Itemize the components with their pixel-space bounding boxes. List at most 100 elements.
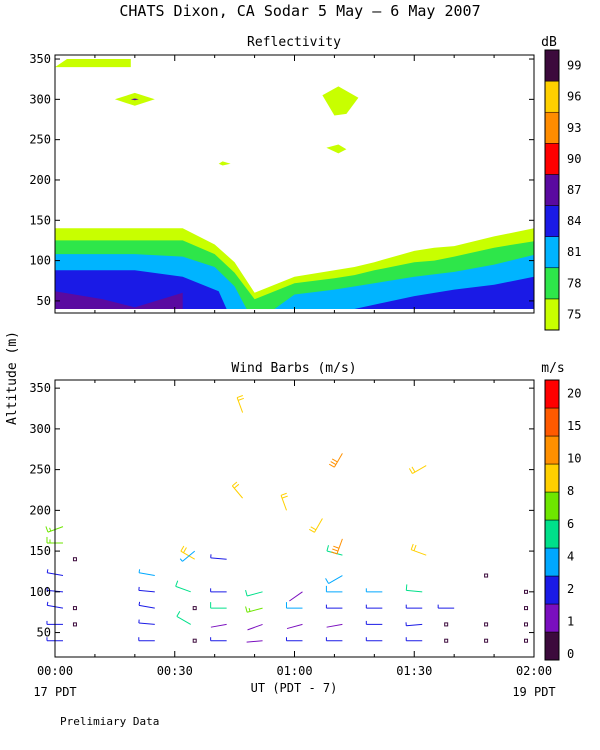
- wind-y-tick-label: 350: [29, 381, 51, 395]
- wind-barb-shaft: [231, 485, 243, 499]
- reflectivity-colorbar-label: 84: [567, 214, 581, 228]
- wind-barb-shaft: [411, 549, 427, 556]
- wind-barb-shaft: [176, 615, 191, 625]
- wind-barb-shaft: [406, 589, 423, 593]
- y-axis-label: Altitude (m): [5, 331, 20, 425]
- wind-colorbar-label: 20: [567, 387, 581, 401]
- footnote: Prelimiary Data: [60, 715, 159, 728]
- wind-barb-feather: [183, 547, 187, 553]
- wind-barb-feather: [405, 584, 408, 591]
- wind-calm-marker: [72, 622, 77, 627]
- wind-calm-marker: [524, 589, 529, 594]
- wind-y-tick-label: 300: [29, 422, 51, 436]
- reflectivity-contour-fill: [326, 144, 347, 154]
- wind-calm-marker: [444, 638, 449, 643]
- wind-barb-shaft: [314, 518, 323, 533]
- wind-y-tick-label: 50: [37, 626, 51, 640]
- reflectivity-colorbar-label: 90: [567, 152, 581, 166]
- wind-barb-feather: [232, 481, 238, 487]
- wind-y-tick-label: 150: [29, 544, 51, 558]
- wind-colorbar-cell: [544, 603, 560, 633]
- reflectivity-colorbar-label: 75: [567, 307, 581, 321]
- wind-barb-feather: [310, 526, 317, 531]
- wind-colorbar-cell: [544, 575, 560, 605]
- wind-y-tick-label: 250: [29, 463, 51, 477]
- x-tick-label: 00:00: [37, 664, 73, 678]
- wind-colorbar-cell: [544, 379, 560, 409]
- wind-barb-shaft: [246, 640, 263, 643]
- wind-barb-shaft: [138, 622, 155, 625]
- wind-colorbar-cell: [544, 491, 560, 521]
- wind-barb-shaft: [328, 575, 343, 584]
- wind-barb-shaft: [286, 623, 303, 630]
- wind-calm-marker: [484, 622, 489, 627]
- reflectivity-title: Reflectivity: [247, 35, 341, 50]
- wind-colorbar-label: 4: [567, 549, 574, 563]
- wind-barb-feather: [176, 610, 181, 617]
- wind-y-tick-label: 200: [29, 503, 51, 517]
- wind-barb-feather: [410, 543, 414, 550]
- wind-colorbar-label: 6: [567, 517, 574, 531]
- wind-y-tick-label: 100: [29, 585, 51, 599]
- reflectivity-colorbar-cell: [544, 267, 560, 300]
- reflectivity-colorbar-label: 99: [567, 59, 581, 73]
- reflectivity-colorbar-frame: [544, 49, 560, 331]
- wind-barb-feather: [280, 492, 287, 496]
- wind-barb-half-feather: [138, 569, 141, 573]
- wind-barb-half-feather: [49, 527, 52, 532]
- wind-barb-feather: [281, 495, 288, 499]
- left-date-label: 17 PDT: [33, 685, 76, 699]
- wind-barb-shaft: [210, 557, 227, 560]
- wind-barb-feather: [175, 580, 179, 587]
- wind-calm-marker: [524, 638, 529, 643]
- wind-calm-marker: [484, 573, 489, 578]
- wind-barb-panel: 50 100 150 200 250 300 350 00:00 00:30 01:00 01:30…: [29, 379, 552, 678]
- wind-calm-marker: [192, 606, 197, 611]
- wind-title: Wind Barbs (m/s): [231, 361, 356, 376]
- wind-barb-feather: [245, 590, 248, 597]
- reflectivity-y-tick-label: 100: [29, 254, 51, 268]
- wind-barb-feather: [333, 545, 340, 549]
- wind-calm-marker: [444, 622, 449, 627]
- reflectivity-y-tick-label: 350: [29, 52, 51, 66]
- reflectivity-colorbar: 75 78 81 84 87 90 93 96 99: [544, 49, 581, 331]
- wind-barb-half-feather: [138, 601, 141, 606]
- reflectivity-colorbar-label: 93: [567, 121, 581, 135]
- wind-calm-marker: [192, 638, 197, 643]
- wind-barb-half-feather: [46, 601, 49, 606]
- wind-barb-feather: [331, 551, 338, 555]
- wind-barb-feather: [411, 466, 416, 473]
- reflectivity-contour-fill: [322, 86, 359, 116]
- reflectivity-contour-fill: [55, 59, 131, 68]
- reflectivity-colorbar-cell: [544, 49, 560, 82]
- wind-colorbar-cell: [544, 631, 560, 661]
- wind-frame: [54, 379, 535, 658]
- wind-colorbar-label: 0: [567, 647, 574, 661]
- wind-barb-shaft: [175, 585, 191, 593]
- x-axis-label: UT (PDT - 7): [251, 681, 338, 695]
- reflectivity-colorbar-cell: [544, 205, 560, 237]
- wind-barb-feather: [328, 463, 335, 468]
- wind-colorbar-cell: [544, 519, 560, 549]
- wind-barb-shaft: [333, 453, 343, 468]
- wind-barb-shaft: [326, 623, 343, 628]
- reflectivity-panel: 50 100 150 200 250 300 350: [29, 52, 535, 314]
- reflectivity-y-tick-label: 200: [29, 173, 51, 187]
- wind-barb-feather: [332, 548, 339, 552]
- right-date-label: 19 PDT: [512, 685, 555, 699]
- reflectivity-y-tick-label: 150: [29, 213, 51, 227]
- reflectivity-colorbar-cell: [544, 236, 560, 269]
- wind-barb-shaft: [182, 550, 196, 562]
- wind-barb-feather: [408, 468, 413, 474]
- reflectivity-colorbar-label: 78: [567, 276, 581, 290]
- wind-barb-shaft: [289, 591, 303, 602]
- wind-barb-shaft: [280, 495, 287, 511]
- reflectivity-colorbar-label: 81: [567, 245, 581, 259]
- wind-barb-shaft: [210, 623, 227, 628]
- reflectivity-colorbar-cell: [544, 174, 560, 206]
- reflectivity-contour-fill: [218, 161, 231, 166]
- reflectivity-colorbar-cell: [544, 111, 560, 144]
- wind-barb-shaft: [412, 465, 427, 474]
- wind-barb-feather: [330, 461, 337, 466]
